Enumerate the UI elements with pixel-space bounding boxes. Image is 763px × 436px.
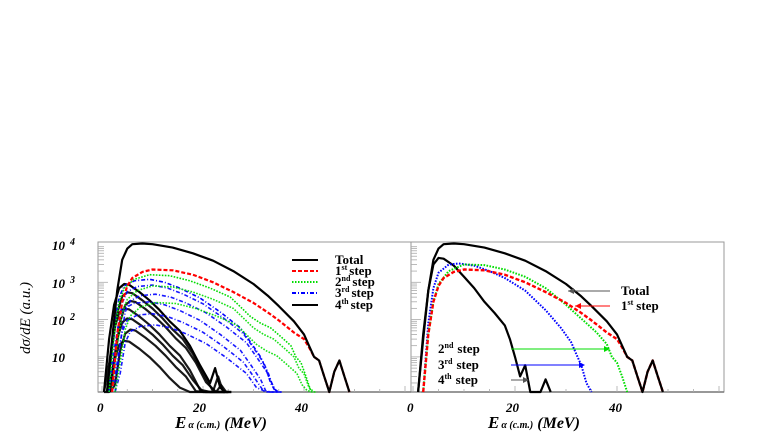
left-panel-series: [102, 242, 351, 394]
left-x-tick-labels: 0 20 40: [97, 400, 309, 415]
y-tick-10-2: 10 2: [52, 312, 75, 328]
left-x-tick-0: 0: [97, 400, 104, 415]
annotation-3rd-step: 3rd step: [438, 357, 585, 372]
right-y-ticks: [411, 246, 720, 393]
series-2nd-step: [114, 301, 318, 393]
right-x-tick-labels: 0 20 40: [407, 400, 623, 415]
y-axis-title: dσ/dE (a.u.): [18, 282, 34, 354]
annotation-4th-step: 4th step: [438, 372, 529, 387]
series-1st-step: [422, 268, 665, 394]
series-3rd-step: [422, 262, 593, 393]
annotation-1st-step: 1st step: [575, 298, 659, 313]
series-2nd-step: [108, 273, 312, 393]
right-annotations: Total 1st step 2nd step 3rd step 4th step: [438, 283, 659, 387]
series-3rd-step: [108, 300, 276, 393]
y-tick-10-4: 10 4: [52, 237, 75, 253]
series-total: [105, 242, 351, 394]
series-3rd-step: [111, 284, 280, 393]
series-2nd-step: [422, 263, 629, 393]
y-tick-10: 10: [52, 350, 66, 365]
right-panel-series: [417, 242, 665, 394]
right-x-tick-0: 0: [407, 400, 414, 415]
series-3rd-step: [114, 324, 282, 393]
legend-item-4th-step: 4th step: [292, 297, 373, 312]
series-4th-step: [417, 256, 552, 394]
svg-text:Total: Total: [335, 252, 364, 267]
legend-item-total: Total: [292, 252, 364, 267]
series-2nd-step: [111, 285, 315, 393]
right-x-tick-40: 40: [608, 400, 623, 415]
legend-item-1st-step: 1st step: [292, 263, 372, 278]
left-legend: Total 1st step 2nd step 3rd step 4th step: [292, 252, 375, 312]
legend-item-2nd-step: 2nd step: [292, 274, 375, 289]
svg-text:Total: Total: [621, 283, 650, 298]
series-4th-step: [104, 339, 226, 394]
legend-item-3rd-step: 3rd step: [292, 285, 374, 300]
annotation-total: Total: [568, 283, 650, 298]
y-tick-labels: 10 4 10 3 10 2 10: [52, 237, 75, 365]
y-tick-10-3: 10 3: [52, 275, 75, 291]
annotation-2nd-step: 2nd step: [438, 341, 610, 356]
left-x-tick-20: 20: [192, 400, 207, 415]
series-4th-step: [105, 291, 229, 394]
series-4th-step: [109, 328, 232, 394]
right-x-tick-20: 20: [505, 400, 520, 415]
left-x-tick-40: 40: [294, 400, 309, 415]
